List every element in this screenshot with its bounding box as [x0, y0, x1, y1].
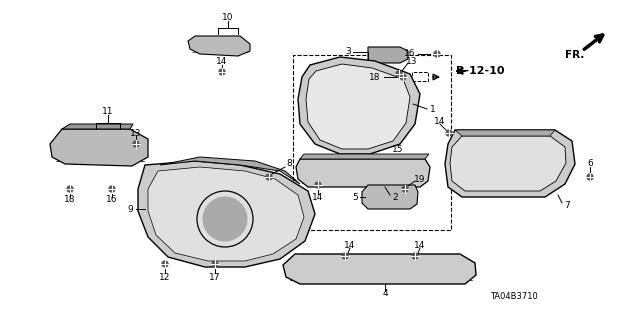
Text: 16: 16	[106, 196, 118, 204]
Polygon shape	[298, 57, 420, 154]
Circle shape	[266, 174, 272, 180]
Text: 7: 7	[564, 202, 570, 211]
Polygon shape	[368, 47, 408, 63]
Circle shape	[396, 71, 402, 77]
Circle shape	[162, 261, 168, 267]
Circle shape	[67, 186, 73, 192]
Text: 10: 10	[222, 12, 234, 21]
Polygon shape	[283, 254, 476, 284]
Text: 14: 14	[216, 57, 228, 66]
Polygon shape	[138, 161, 315, 267]
Circle shape	[219, 69, 225, 75]
Polygon shape	[148, 167, 304, 261]
Circle shape	[412, 253, 418, 259]
Text: 5: 5	[352, 192, 358, 202]
Circle shape	[587, 174, 593, 180]
Text: 14: 14	[312, 192, 324, 202]
Text: 9: 9	[127, 204, 133, 213]
Text: 4: 4	[382, 290, 388, 299]
Polygon shape	[62, 124, 133, 129]
Text: 18: 18	[64, 196, 76, 204]
Text: 3: 3	[345, 48, 351, 56]
Polygon shape	[362, 185, 418, 209]
Text: 13: 13	[406, 56, 418, 65]
Circle shape	[109, 186, 115, 192]
Text: 1: 1	[430, 105, 436, 114]
Polygon shape	[445, 130, 575, 197]
Circle shape	[212, 261, 218, 267]
Text: 19: 19	[414, 174, 426, 183]
Text: 14: 14	[435, 116, 445, 125]
Polygon shape	[50, 129, 148, 166]
Text: FR.: FR.	[565, 50, 585, 60]
Text: 16: 16	[404, 49, 416, 58]
Bar	[293, 55, 451, 230]
Text: 12: 12	[159, 272, 171, 281]
Text: TA04B3710: TA04B3710	[490, 292, 538, 301]
Circle shape	[446, 130, 452, 136]
Circle shape	[133, 141, 139, 147]
Circle shape	[402, 186, 408, 192]
Circle shape	[400, 74, 406, 80]
Text: 15: 15	[392, 145, 404, 153]
Polygon shape	[450, 136, 566, 191]
Text: 6: 6	[587, 160, 593, 168]
Polygon shape	[296, 159, 430, 187]
Circle shape	[342, 253, 348, 259]
Text: B-12-10: B-12-10	[456, 66, 504, 76]
Circle shape	[315, 182, 321, 188]
Text: 18: 18	[369, 72, 381, 81]
Polygon shape	[300, 154, 429, 159]
Polygon shape	[455, 130, 555, 136]
Text: 14: 14	[344, 241, 356, 249]
Text: 8: 8	[286, 160, 292, 168]
Text: 13: 13	[131, 129, 141, 137]
Circle shape	[434, 51, 440, 57]
Polygon shape	[306, 64, 410, 149]
Text: 2: 2	[392, 192, 398, 202]
Text: 14: 14	[414, 241, 426, 249]
Polygon shape	[188, 36, 250, 56]
Text: 17: 17	[209, 272, 221, 281]
Circle shape	[203, 197, 247, 241]
Text: 11: 11	[102, 108, 114, 116]
Polygon shape	[160, 157, 300, 184]
